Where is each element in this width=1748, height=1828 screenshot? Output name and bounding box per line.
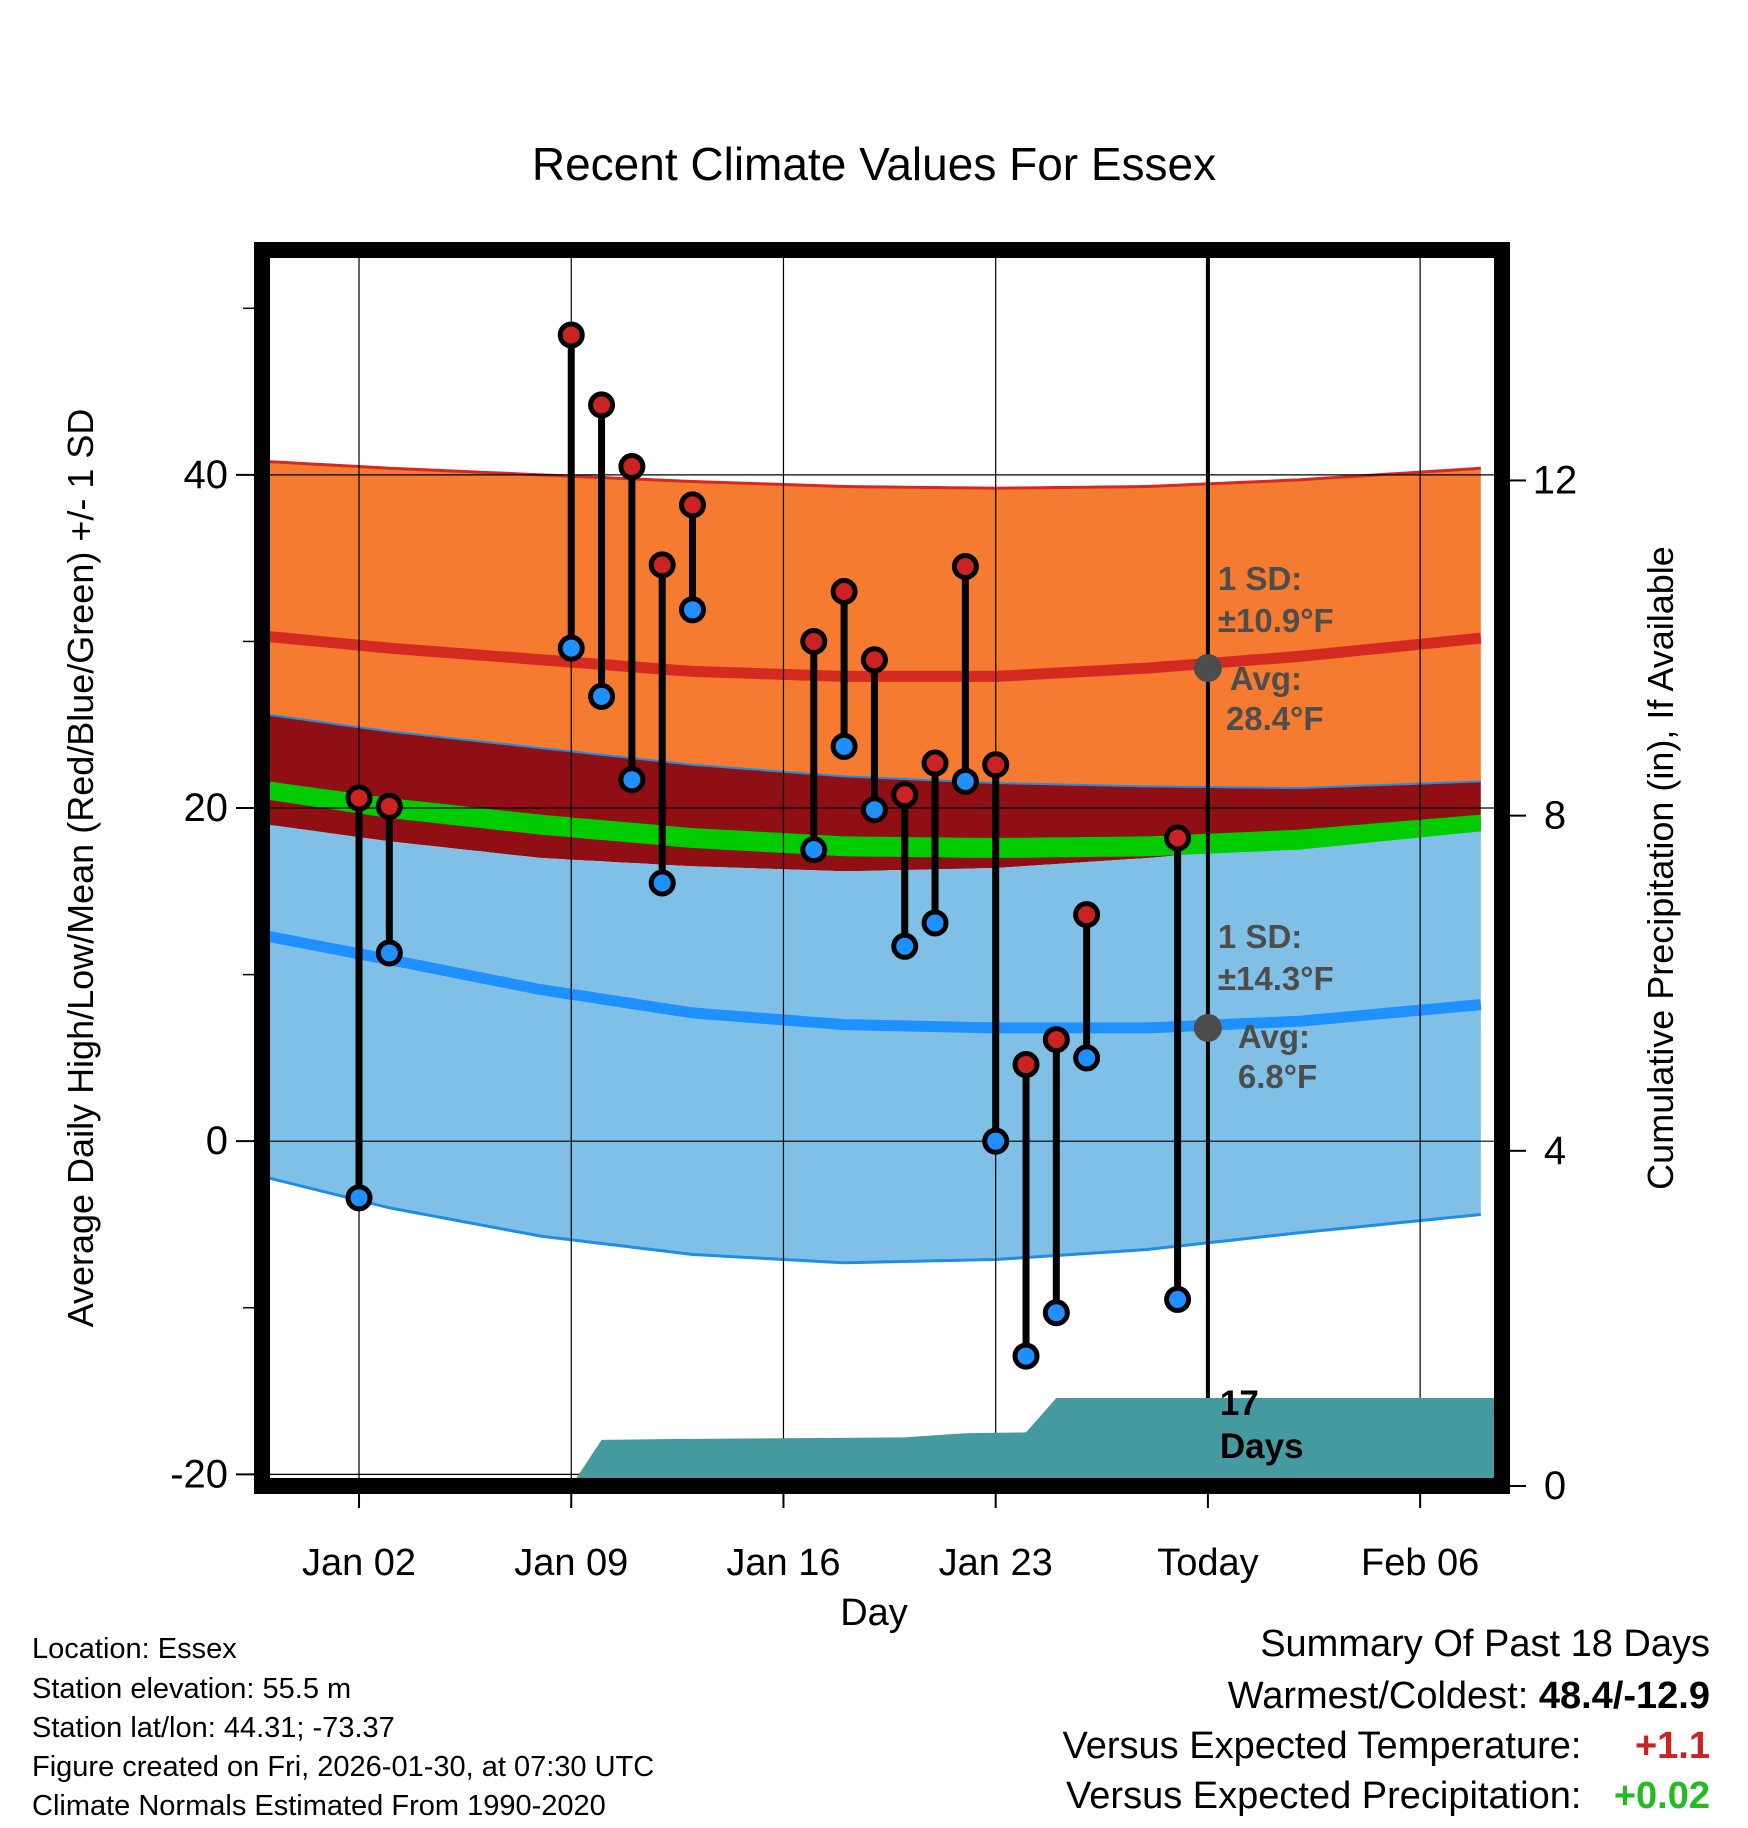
high-point (800, 627, 828, 655)
low-point (345, 1184, 373, 1212)
x-tick-label: Jan 23 (939, 1542, 1053, 1584)
high-point (982, 751, 1010, 779)
low-point (951, 767, 979, 795)
chart-title: Recent Climate Values For Essex (532, 138, 1216, 190)
high-avg-title: Avg: (1230, 660, 1302, 697)
footer-latlon: Station lat/lon: 44.31; -73.37 (32, 1712, 395, 1744)
low-point (830, 732, 858, 760)
high-point (830, 577, 858, 605)
high-sd-title: 1 SD: (1218, 560, 1302, 597)
y-tick-label: 40 (184, 453, 229, 497)
summary-temp-label: Versus Expected Temperature: (1062, 1725, 1582, 1767)
low-avg-marker (1193, 1013, 1222, 1042)
y2-tick-label: 4 (1544, 1129, 1566, 1173)
high-point (345, 784, 373, 812)
high-sd-value: ±10.9°F (1218, 602, 1334, 639)
summary-precipitation: Versus Expected Precipitation: +0.02 (1066, 1775, 1710, 1818)
y-tick-label: 0 (206, 1119, 228, 1163)
high-avg-marker (1193, 654, 1222, 683)
low-avg-value: 6.8°F (1238, 1058, 1317, 1095)
high-point (588, 391, 616, 419)
summary-warm-value: 48.4/-12.9 (1538, 1675, 1710, 1717)
footer-normals: Climate Normals Estimated From 1990-2020 (32, 1790, 606, 1822)
low-point (648, 869, 676, 897)
precip-days-unit: Days (1220, 1427, 1304, 1466)
summary-precip-label: Versus Expected Precipitation: (1066, 1775, 1582, 1817)
low-point (1012, 1342, 1040, 1370)
summary-precip-value: +0.02 (1613, 1775, 1710, 1817)
x-axis-label: Day (840, 1592, 908, 1634)
summary-title: Summary Of Past 18 Days (1260, 1623, 1710, 1665)
low-point (588, 682, 616, 710)
y-axis-label: Average Daily High/Low/Mean (Red/Blue/Gr… (60, 409, 101, 1328)
y-tick-label: -20 (170, 1452, 228, 1496)
low-point (375, 939, 403, 967)
high-upper-edge (268, 460, 1481, 490)
y2-tick-label: 8 (1544, 794, 1566, 838)
low-avg-line (267, 930, 1482, 1034)
summary-warm-label: Warmest/Coldest: (1227, 1675, 1529, 1717)
low-point (891, 932, 919, 960)
y2-axis-label: Cumulative Precipitation (in), If Availa… (1640, 546, 1681, 1190)
low-point (1164, 1285, 1192, 1313)
low-point (860, 796, 888, 824)
x-tick-label: Today (1157, 1542, 1258, 1584)
precipitation-area (268, 1398, 1502, 1486)
summary-temp-value: +1.1 (1634, 1725, 1710, 1767)
y-tick-label: 20 (184, 786, 229, 830)
high-point (648, 551, 676, 579)
high-point (1042, 1026, 1070, 1054)
low-point (679, 596, 707, 624)
low-point (982, 1127, 1010, 1155)
high-point (618, 453, 646, 481)
low-sd-title: 1 SD: (1218, 918, 1302, 955)
high-point (1012, 1051, 1040, 1079)
low-point (921, 909, 949, 937)
high-point (679, 491, 707, 519)
plot-frame (254, 242, 1510, 1494)
summary-temperature: Versus Expected Temperature: +1.1 (1063, 1725, 1710, 1768)
low-point (618, 766, 646, 794)
x-tick-label: Jan 02 (302, 1542, 416, 1584)
y2-tick-label: 12 (1533, 458, 1578, 502)
low-point (1073, 1044, 1101, 1072)
high-point (860, 646, 888, 674)
footer-created: Figure created on Fri, 2026-01-30, at 07… (32, 1751, 655, 1783)
high-point (1164, 824, 1192, 852)
x-tick-label: Jan 09 (514, 1542, 628, 1584)
high-point (921, 749, 949, 777)
low-point (557, 634, 585, 662)
high-point (375, 792, 403, 820)
y2-tick-label: 0 (1544, 1464, 1566, 1508)
high-point (1073, 901, 1101, 929)
low-lower-edge (267, 1176, 1481, 1265)
high-point (951, 552, 979, 580)
footer-elevation: Station elevation: 55.5 m (32, 1673, 352, 1705)
x-tick-label: Jan 16 (726, 1542, 840, 1584)
low-avg-title: Avg: (1238, 1018, 1310, 1055)
x-tick-label: Feb 06 (1361, 1542, 1479, 1584)
high-avg-value: 28.4°F (1226, 700, 1324, 737)
low-sd-value: ±14.3°F (1218, 960, 1334, 997)
high-point (557, 321, 585, 349)
high-point (891, 781, 919, 809)
low-point (1042, 1299, 1070, 1327)
low-point (800, 836, 828, 864)
summary-warmest-coldest: Warmest/Coldest: 48.4/-12.9 (1228, 1675, 1710, 1718)
precip-days-count: 17 (1220, 1384, 1259, 1423)
footer-location: Location: Essex (32, 1633, 237, 1665)
